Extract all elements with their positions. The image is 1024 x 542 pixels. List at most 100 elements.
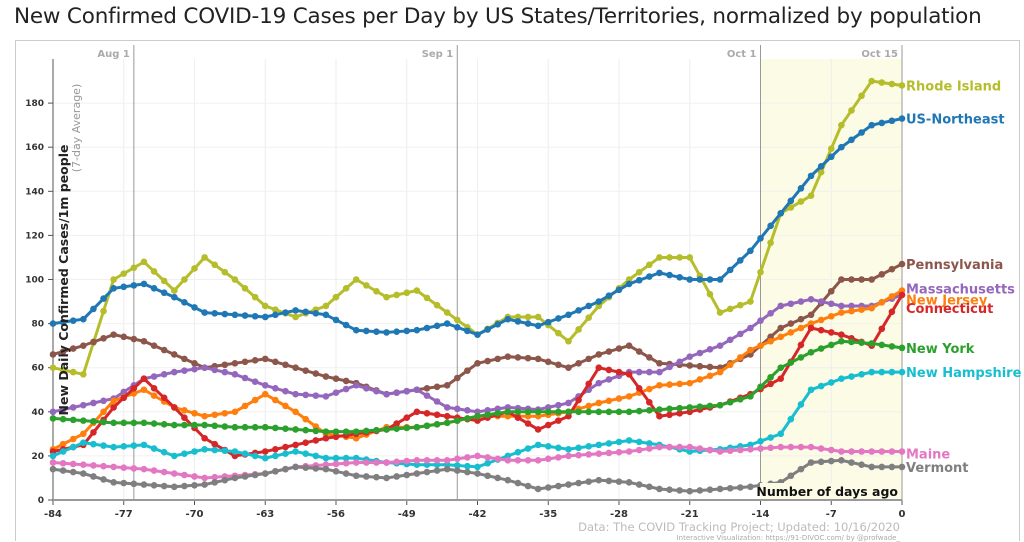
source-note: Data: The COVID Tracking Project; Update… [578, 520, 900, 534]
data-point [251, 423, 259, 431]
data-point [696, 376, 704, 383]
series-label: Vermont [906, 461, 969, 476]
data-point [848, 448, 855, 455]
data-point [807, 443, 815, 451]
data-point [787, 300, 795, 308]
data-point [736, 396, 744, 403]
data-point [120, 479, 128, 487]
data-point [191, 448, 198, 455]
data-point [777, 333, 785, 341]
data-point [170, 452, 178, 460]
data-point [90, 399, 97, 407]
data-point [201, 421, 208, 429]
data-point [747, 346, 754, 354]
data-point [797, 443, 805, 451]
data-point [474, 359, 481, 367]
data-point [201, 474, 208, 482]
data-point [757, 317, 764, 324]
data-point [888, 265, 896, 273]
data-point [100, 295, 107, 302]
y-tick-label: 180 [25, 99, 44, 109]
data-point [181, 298, 188, 306]
data-point [787, 359, 795, 366]
data-point [807, 459, 815, 466]
data-point [646, 385, 653, 393]
data-point [120, 443, 128, 450]
data-point [130, 264, 138, 272]
data-point [453, 417, 461, 424]
data-point [544, 443, 552, 450]
data-point [615, 395, 623, 402]
data-point [514, 318, 522, 325]
data-point [726, 266, 734, 274]
x-tick-label: -35 [539, 509, 557, 520]
data-point [555, 401, 562, 409]
data-point [191, 359, 198, 367]
data-point [393, 291, 400, 299]
data-point [555, 315, 562, 322]
data-point [49, 452, 57, 460]
y-tick-label: 120 [25, 231, 44, 241]
data-point [49, 351, 57, 358]
data-point [221, 368, 229, 376]
data-point [676, 358, 683, 366]
data-point [514, 457, 522, 464]
data-point [767, 337, 774, 345]
data-point [514, 448, 522, 456]
data-point [787, 329, 795, 336]
data-point [59, 467, 67, 474]
data-point [464, 327, 471, 335]
y-tick-label: 20 [31, 452, 44, 462]
data-point [332, 468, 340, 475]
data-point [474, 470, 481, 477]
data-point [504, 476, 512, 484]
data-point [453, 455, 461, 463]
data-point [191, 482, 198, 489]
data-point [312, 437, 320, 444]
data-point [757, 235, 764, 242]
data-point [100, 476, 107, 483]
data-point [211, 479, 219, 486]
data-point [69, 317, 77, 324]
data-point [706, 372, 714, 380]
data-point [261, 454, 269, 462]
data-point [160, 468, 168, 476]
data-point [231, 474, 239, 482]
data-point [494, 455, 502, 463]
data-point [666, 271, 673, 279]
data-point [484, 454, 491, 461]
data-point [736, 330, 744, 338]
data-point [110, 419, 117, 427]
data-point [524, 445, 532, 452]
data-point [363, 427, 370, 435]
data-point [181, 276, 188, 283]
data-point [413, 423, 421, 431]
data-point [160, 420, 168, 428]
data-point [120, 270, 128, 277]
data-point [858, 448, 865, 455]
data-point [170, 404, 178, 411]
data-point [110, 404, 117, 411]
data-point [80, 439, 87, 446]
data-point [312, 452, 320, 460]
data-point [827, 446, 835, 454]
data-point [878, 368, 886, 376]
data-point [332, 428, 340, 435]
data-point [464, 367, 471, 374]
data-point [736, 484, 744, 491]
data-point [120, 419, 128, 427]
data-point [160, 482, 168, 490]
series-label: New Jersey [906, 293, 988, 308]
data-point [261, 355, 269, 363]
data-point [656, 368, 663, 376]
data-point [59, 440, 67, 448]
data-point [211, 440, 219, 448]
data-point [484, 326, 491, 333]
data-point [555, 454, 562, 461]
data-point [544, 421, 552, 429]
data-point [635, 407, 643, 415]
data-point [272, 311, 279, 319]
data-point [777, 364, 785, 372]
data-point [302, 415, 309, 423]
data-point [878, 341, 886, 349]
